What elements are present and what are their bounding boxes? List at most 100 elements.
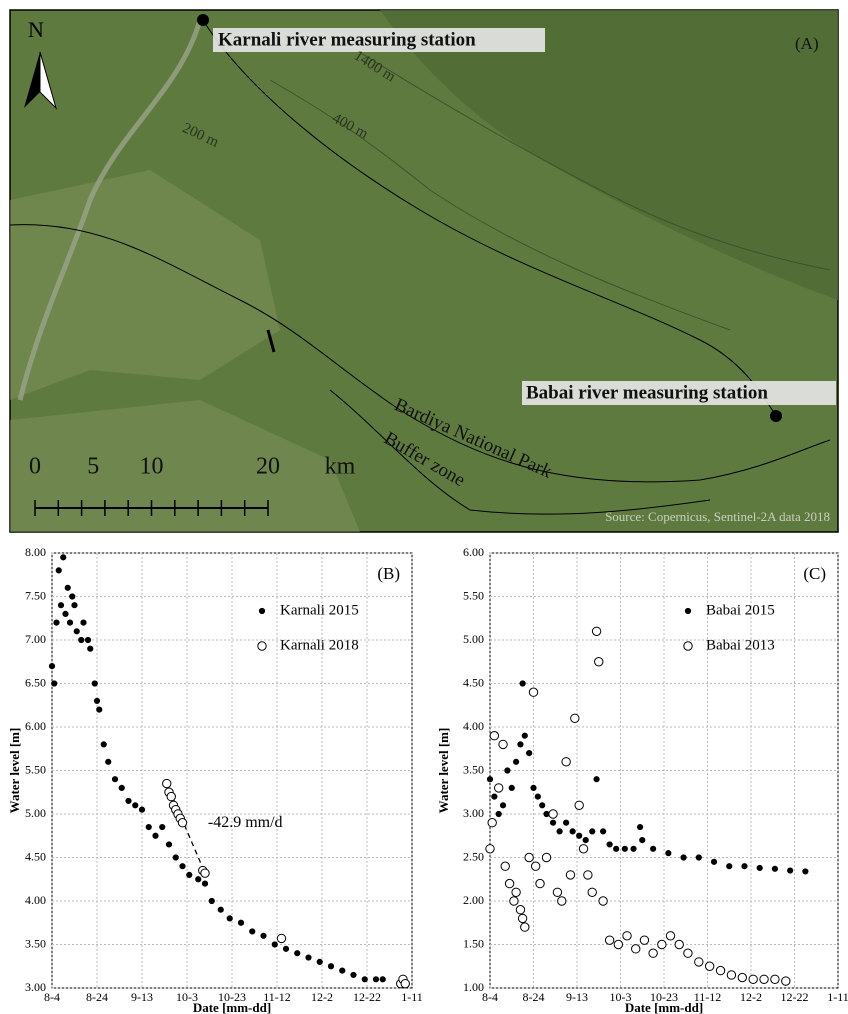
farmland bbox=[10, 400, 360, 532]
y-tick-label: 6.00 bbox=[25, 719, 46, 733]
data-point bbox=[509, 896, 519, 906]
y-tick-label: 4.00 bbox=[463, 719, 484, 733]
chart: 1.00 1.50 2.00 2.50 3.00 3.50 4.00 4.50 5.00 5.50… bbox=[436, 545, 848, 1014]
y-tick-label: 4.00 bbox=[25, 893, 46, 907]
data-point bbox=[118, 784, 125, 792]
data-point bbox=[639, 935, 650, 945]
data-point bbox=[51, 680, 58, 687]
x-tick-label: 8-4 bbox=[482, 990, 498, 1004]
data-point bbox=[226, 915, 233, 922]
data-point bbox=[534, 793, 541, 800]
data-point bbox=[327, 963, 335, 970]
y-tick-label: 2.00 bbox=[463, 893, 484, 907]
data-point bbox=[520, 922, 530, 932]
data-point bbox=[524, 852, 534, 863]
x-tick-label: 12-22 bbox=[353, 990, 381, 1004]
data-point bbox=[125, 797, 132, 805]
data-point bbox=[759, 974, 769, 984]
x-tick-label: 9-13 bbox=[566, 990, 588, 1004]
data-point bbox=[105, 758, 112, 765]
data-point bbox=[726, 970, 737, 980]
data-point bbox=[237, 919, 245, 926]
x-tick-label: 11-12 bbox=[694, 990, 722, 1004]
data-point bbox=[78, 636, 85, 644]
data-point bbox=[201, 880, 209, 887]
station-label: Babai river measuring station bbox=[526, 382, 768, 403]
panel-label: (C) bbox=[803, 564, 826, 583]
y-tick-label: 5.50 bbox=[463, 588, 484, 602]
data-point bbox=[680, 854, 687, 861]
data-point bbox=[574, 800, 584, 810]
scale-label: 0 bbox=[29, 454, 41, 480]
data-point bbox=[521, 732, 528, 739]
data-point bbox=[166, 791, 176, 802]
y-tick-label: 7.50 bbox=[25, 588, 46, 602]
data-point bbox=[695, 854, 702, 861]
panel-label: (B) bbox=[377, 564, 400, 583]
data-point bbox=[152, 832, 159, 839]
data-point bbox=[650, 845, 657, 852]
y-tick-label: 7.00 bbox=[25, 632, 46, 646]
x-tick-label: 8-4 bbox=[44, 990, 60, 1004]
data-point bbox=[73, 628, 80, 635]
y-tick-label: 3.00 bbox=[463, 806, 484, 820]
data-point bbox=[48, 663, 56, 670]
data-point bbox=[179, 863, 186, 870]
data-point bbox=[66, 619, 74, 626]
data-point bbox=[489, 731, 500, 741]
data-point bbox=[600, 828, 607, 835]
data-point bbox=[91, 680, 98, 687]
data-point bbox=[787, 867, 794, 874]
data-point bbox=[630, 845, 637, 852]
data-point bbox=[606, 841, 613, 848]
map: Karnali river measuring station Babai ri… bbox=[9, 9, 839, 533]
x-axis-title: Date [mm-dd] bbox=[193, 1000, 271, 1014]
legend-marker bbox=[257, 641, 267, 651]
hills bbox=[380, 10, 838, 300]
data-point bbox=[495, 810, 502, 818]
data-point bbox=[339, 967, 346, 974]
data-point bbox=[487, 818, 497, 828]
data-point bbox=[96, 706, 103, 713]
data-point bbox=[591, 626, 602, 636]
y-axis-title: Water level [m] bbox=[436, 728, 451, 814]
data-point bbox=[528, 687, 539, 697]
data-point bbox=[770, 974, 780, 984]
x-tick-label: 8-24 bbox=[523, 990, 545, 1004]
data-point bbox=[710, 858, 718, 865]
panel-label: (A) bbox=[795, 34, 819, 53]
x-tick-label: 12-2 bbox=[311, 990, 333, 1004]
data-point bbox=[639, 837, 646, 844]
data-point bbox=[737, 972, 747, 983]
scale-bar: 0 5 10 20 bbox=[29, 454, 280, 516]
data-point bbox=[541, 852, 552, 863]
y-tick-label: 3.00 bbox=[25, 980, 46, 994]
data-point bbox=[549, 819, 557, 826]
data-point bbox=[741, 863, 748, 870]
data-point bbox=[526, 750, 533, 757]
data-point bbox=[494, 783, 504, 793]
data-point bbox=[504, 767, 511, 774]
data-point bbox=[172, 854, 179, 861]
legend-label: Karnali 2018 bbox=[280, 637, 359, 653]
x-tick-label: 11-12 bbox=[263, 990, 291, 1004]
data-point bbox=[84, 636, 92, 644]
y-tick-label: 4.50 bbox=[25, 849, 46, 863]
data-point bbox=[704, 961, 715, 971]
data-point bbox=[589, 828, 596, 835]
data-point bbox=[570, 713, 580, 723]
data-point bbox=[598, 896, 608, 906]
data-point bbox=[557, 896, 567, 906]
data-point bbox=[594, 657, 604, 667]
data-point bbox=[372, 976, 380, 983]
data-point bbox=[379, 976, 386, 983]
data-point bbox=[530, 861, 541, 871]
data-point bbox=[781, 976, 791, 986]
legend-marker bbox=[683, 641, 693, 651]
data-point bbox=[57, 602, 65, 609]
data-point bbox=[582, 837, 589, 844]
x-tick-label: 12-22 bbox=[781, 990, 809, 1004]
data-point bbox=[665, 850, 672, 857]
data-point bbox=[316, 958, 323, 966]
data-point bbox=[60, 554, 67, 561]
